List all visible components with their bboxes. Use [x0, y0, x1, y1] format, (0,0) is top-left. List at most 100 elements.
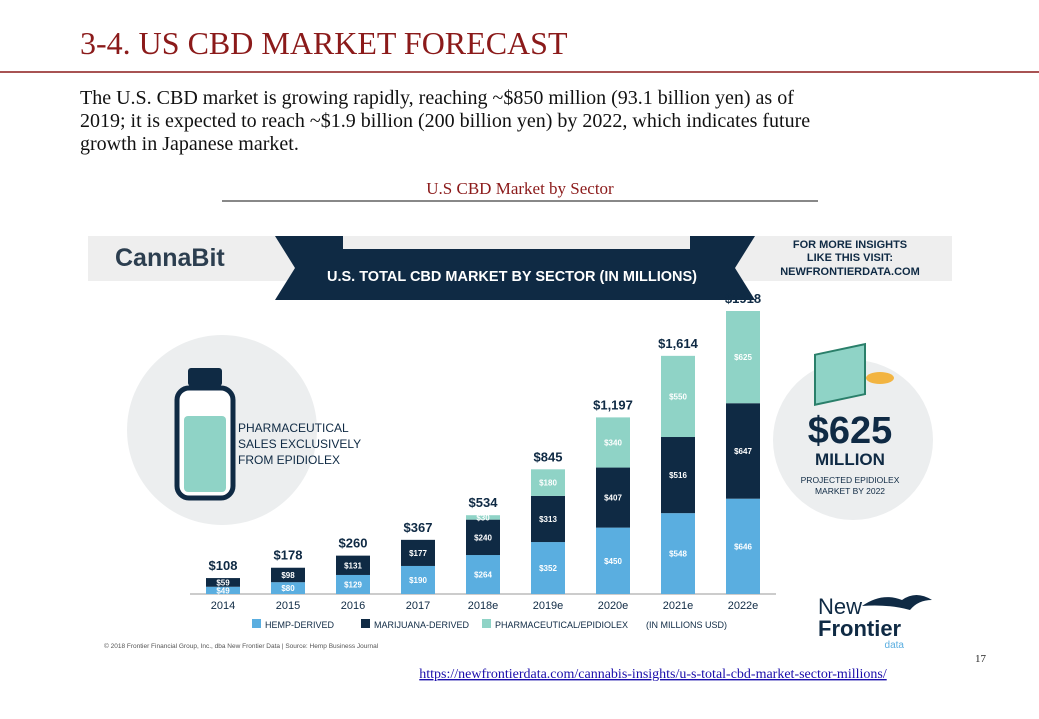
- logo-horse: [862, 595, 932, 610]
- value-label: $177: [409, 549, 427, 558]
- legend-label: HEMP-DERIVED: [265, 620, 335, 630]
- value-label: $129: [344, 580, 362, 589]
- value-label: $313: [539, 515, 557, 524]
- total-label: $534: [469, 495, 499, 510]
- total-label: $1,614: [658, 336, 699, 351]
- value-label: $516: [669, 471, 687, 480]
- callout-note: MARKET BY 2022: [815, 486, 885, 496]
- legend-label: MARIJUANA-DERIVED: [374, 620, 470, 630]
- value-label: $180: [539, 479, 557, 488]
- value-label: $49: [216, 586, 230, 595]
- callout-circle: [773, 360, 933, 520]
- bar-segment: [466, 555, 500, 594]
- callout-unit: MILLION: [815, 450, 885, 469]
- value-label: $264: [474, 571, 492, 580]
- bar-segment: [336, 574, 370, 594]
- bar-segment: [271, 567, 305, 583]
- value-label: $340: [604, 438, 622, 447]
- x-tick-label: 2015: [276, 600, 300, 612]
- x-tick-label: 2019e: [533, 600, 564, 612]
- promo-line: FOR MORE INSIGHTS: [793, 239, 907, 251]
- callout-value: $625: [808, 410, 893, 452]
- units-note: (IN MILLIONS USD): [646, 620, 727, 630]
- total-label: $108: [209, 558, 238, 573]
- bar-segment: [726, 498, 760, 594]
- value-label: $98: [281, 571, 295, 580]
- value-label: $80: [281, 584, 295, 593]
- bar-segment: [466, 519, 500, 556]
- title-banner: [275, 236, 755, 300]
- promo-line: LIKE THIS VISIT:: [807, 252, 893, 264]
- bar-segment: [596, 527, 630, 594]
- value-label: $59: [216, 578, 230, 587]
- value-label: $646: [734, 542, 752, 551]
- chart-subtitle: U.S CBD Market by Sector: [426, 179, 614, 198]
- source-link[interactable]: https://newfrontierdata.com/cannabis-ins…: [419, 667, 887, 682]
- copyright: © 2018 Frontier Financial Group, Inc., d…: [104, 642, 379, 650]
- legend-swatch: [361, 619, 370, 628]
- value-label: $30: [476, 513, 490, 522]
- value-label: $240: [474, 533, 492, 542]
- note-line: SALES EXCLUSIVELY: [238, 437, 361, 451]
- slide-heading: 3-4. US CBD MARKET FORECAST: [80, 25, 568, 61]
- total-label: $178: [274, 548, 303, 563]
- value-label: $625: [734, 353, 752, 362]
- x-tick-label: 2018e: [468, 600, 499, 612]
- total-label: $1918: [725, 291, 761, 306]
- legend-label: PHARMACEUTICAL/EPIDIOLEX: [495, 620, 628, 630]
- total-label: $260: [339, 536, 368, 551]
- bar-segment: [531, 495, 565, 543]
- x-tick-label: 2021e: [663, 600, 694, 612]
- page-number: 17: [975, 653, 987, 665]
- legend-swatch: [482, 619, 491, 628]
- brand: CannaBit: [115, 244, 225, 272]
- bar-segment: [661, 513, 695, 594]
- paragraph-line: 2019; it is expected to reach ~$1.9 bill…: [80, 110, 810, 132]
- money-icon: [814, 342, 866, 406]
- bar-segment: [401, 539, 435, 566]
- bar-segment: [531, 469, 565, 496]
- coin-icon: [866, 372, 894, 384]
- x-tick-label: 2017: [406, 600, 430, 612]
- note-line: PHARMACEUTICAL: [238, 421, 349, 435]
- paragraph-line: growth in Japanese market.: [80, 133, 299, 155]
- bar-segment: [401, 565, 435, 594]
- total-label: $1,197: [593, 397, 633, 412]
- x-tick-label: 2022e: [728, 600, 759, 612]
- value-label: $190: [409, 576, 427, 585]
- bar-segment: [531, 542, 565, 594]
- chart-title: U.S. TOTAL CBD MARKET BY SECTOR (IN MILL…: [327, 269, 697, 285]
- logo-text: Frontier: [818, 616, 902, 641]
- bottle-liquid: [184, 416, 226, 492]
- bar-segment: [661, 437, 695, 514]
- logo-text: New: [818, 594, 862, 619]
- value-label: $550: [669, 392, 687, 401]
- value-label: $647: [734, 447, 752, 456]
- bar-segment: [336, 555, 370, 575]
- value-label: $407: [604, 494, 622, 503]
- bars: $49$59 $108 2014 $80 $98 $178 2015 $129 $131 $260…: [206, 291, 761, 612]
- paragraph-line: The U.S. CBD market is growing rapidly, …: [80, 87, 794, 109]
- x-tick-label: 2020e: [598, 600, 629, 612]
- x-tick-label: 2016: [341, 600, 365, 612]
- total-label: $845: [534, 449, 563, 464]
- x-tick-label: 2014: [211, 600, 235, 612]
- bar-segment: [596, 417, 630, 468]
- callout-note: PROJECTED EPIDIOLEX: [801, 475, 900, 485]
- bar-segment: [726, 311, 760, 404]
- legend-swatch: [252, 619, 261, 628]
- bar-segment: [726, 403, 760, 499]
- bar-segment: [206, 586, 240, 594]
- bar-segment: [661, 355, 695, 438]
- bar-segment: [206, 578, 240, 587]
- value-label: $352: [539, 564, 557, 573]
- note-line: FROM EPIDIOLEX: [238, 453, 340, 467]
- value-label: $548: [669, 550, 687, 559]
- bar-segment: [596, 467, 630, 528]
- value-label: $450: [604, 557, 622, 566]
- bar-segment: [466, 515, 500, 520]
- logo-sub: data: [885, 640, 905, 651]
- promo-line: NEWFRONTIERDATA.COM: [780, 266, 920, 278]
- bar-segment: [271, 582, 305, 594]
